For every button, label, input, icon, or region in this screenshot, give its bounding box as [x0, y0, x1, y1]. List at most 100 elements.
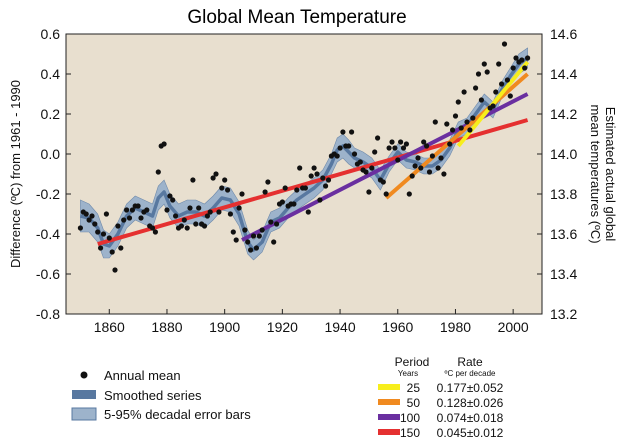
- annual-mean-point: [126, 215, 133, 221]
- y2-tick-label: 13.4: [550, 266, 577, 282]
- annual-mean-point: [429, 153, 435, 159]
- annual-mean-point: [351, 151, 358, 157]
- annual-mean-point: [144, 207, 150, 213]
- annual-mean-point: [121, 217, 127, 223]
- annual-mean-point: [210, 175, 216, 181]
- annual-mean-point: [340, 129, 346, 135]
- annual-mean-point: [239, 191, 245, 197]
- annual-mean-point: [155, 169, 161, 175]
- annual-mean-point: [522, 65, 528, 71]
- annual-mean-point: [245, 239, 251, 245]
- annual-mean-point: [496, 61, 502, 67]
- table-rate-25: 0.177±0.052: [437, 381, 504, 395]
- annual-mean-point: [291, 201, 297, 207]
- annual-mean-point: [400, 145, 407, 151]
- annual-mean-point: [467, 127, 473, 133]
- annual-mean-point: [259, 227, 265, 233]
- annual-mean-point: [233, 237, 239, 243]
- annual-mean-point: [418, 165, 424, 171]
- trend-line-150yr: [97, 118, 529, 246]
- annual-mean-point: [167, 193, 173, 199]
- annual-mean-point: [135, 203, 141, 209]
- legend-error-swatch: [71, 407, 97, 421]
- annual-mean-point: [510, 65, 516, 71]
- annual-mean-point: [124, 207, 130, 213]
- x-tick-label: 1860: [94, 319, 125, 335]
- annual-mean-point: [444, 121, 450, 127]
- annual-mean-point: [311, 165, 317, 171]
- smoothed-series-layer: [80, 56, 529, 252]
- annual-mean-point: [314, 171, 320, 177]
- annual-mean-point: [248, 247, 254, 253]
- annual-mean-point: [138, 215, 144, 221]
- annual-mean-point: [458, 125, 464, 131]
- y2-tick-label: 13.8: [550, 186, 577, 202]
- x-tick-label: 1940: [324, 319, 355, 335]
- axes-layer: 1860 1880 1900 1920 1940 1960 1980 2000 -0.8 -0.6…: [36, 26, 578, 335]
- smoothed-series-line: [80, 56, 529, 252]
- annual-mean-point: [100, 231, 107, 237]
- annual-mean-point: [438, 155, 444, 161]
- annual-mean-point: [392, 145, 398, 151]
- x-tick-label: 1880: [151, 319, 182, 335]
- table-period-25: 25: [407, 381, 421, 395]
- annual-mean-point: [320, 175, 326, 181]
- annual-mean-point: [346, 143, 352, 149]
- y-tick-label: 0.2: [41, 106, 61, 122]
- annual-mean-point: [478, 97, 484, 103]
- annual-mean-point: [274, 221, 280, 227]
- annual-mean-point: [302, 185, 308, 191]
- annual-mean-point: [323, 183, 329, 189]
- y-tick-label: -0.8: [36, 306, 60, 322]
- table-rate-subheader: ºC per decade: [445, 369, 497, 378]
- annual-mean-point: [271, 239, 277, 245]
- y-tick-label: -0.2: [36, 186, 60, 202]
- x-tick-label: 1920: [267, 319, 298, 335]
- annual-mean-point: [519, 57, 525, 63]
- y2-tick-label: 13.6: [550, 226, 577, 242]
- annual-mean-point: [490, 103, 496, 109]
- annual-mean-point: [219, 185, 225, 191]
- annual-mean-point: [363, 169, 369, 175]
- annual-mean-point: [409, 173, 415, 179]
- annual-mean-point: [432, 119, 438, 125]
- annual-mean-point: [464, 119, 470, 125]
- annual-mean-point: [513, 55, 519, 61]
- annual-mean-point: [455, 99, 461, 105]
- plot-area: [65, 33, 543, 315]
- annual-mean-point: [83, 211, 89, 217]
- y2-tick-label: 14.0: [550, 146, 577, 162]
- x-tick-label: 1900: [209, 319, 240, 335]
- annual-mean-point: [450, 127, 456, 133]
- table-rate-150: 0.045±0.012: [437, 426, 504, 438]
- annual-mean-point: [375, 135, 381, 141]
- annual-mean-point: [525, 55, 531, 61]
- annual-mean-point: [473, 85, 479, 91]
- annual-mean-point: [337, 145, 343, 151]
- annual-mean-point: [204, 213, 210, 219]
- annual-mean-point: [317, 197, 323, 203]
- annual-mean-point: [484, 69, 490, 75]
- annual-mean-point: [389, 139, 395, 145]
- annual-mean-point: [447, 141, 453, 147]
- annual-mean-point: [222, 177, 228, 183]
- annual-mean-point: [86, 217, 92, 223]
- table-swatch-100: [378, 414, 400, 420]
- table-swatch-25: [378, 384, 400, 390]
- annual-mean-point: [325, 177, 332, 183]
- annual-mean-point: [115, 223, 121, 229]
- y-tick-label: 0.0: [41, 146, 61, 162]
- annual-mean-point: [357, 159, 363, 165]
- annual-mean-point: [178, 223, 184, 229]
- y-tick-label: 0.6: [41, 26, 61, 42]
- y-tick-label: -0.4: [36, 226, 60, 242]
- annual-mean-point: [403, 141, 409, 147]
- annual-mean-point: [77, 225, 83, 231]
- x-tick-label: 2000: [498, 319, 529, 335]
- y2-axis-label-line1: Estimated actual global: [603, 107, 618, 242]
- annual-mean-point: [184, 225, 190, 231]
- annual-mean-point: [452, 113, 459, 119]
- annual-mean-point: [297, 165, 303, 171]
- annual-mean-point: [421, 139, 427, 145]
- annual-mean-point: [481, 61, 487, 67]
